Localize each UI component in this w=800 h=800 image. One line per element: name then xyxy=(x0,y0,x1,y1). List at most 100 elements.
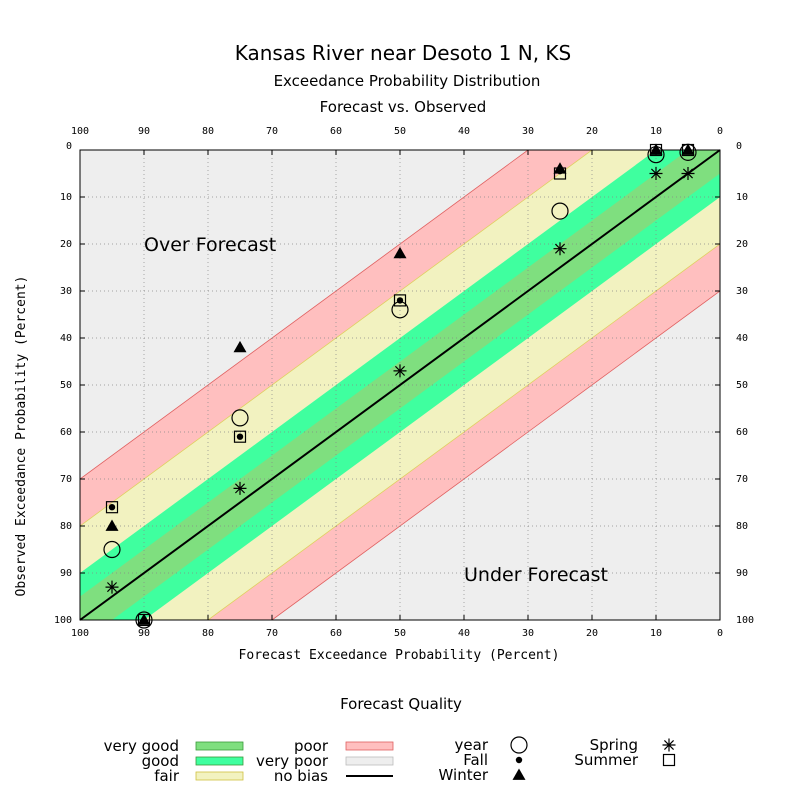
point-spring xyxy=(553,242,567,256)
legend-label-winter: Winter xyxy=(439,766,489,784)
point-spring xyxy=(681,167,695,180)
x-tick-label-top: 60 xyxy=(330,126,342,137)
point-winter xyxy=(681,143,695,155)
y-tick-label-left: 100 xyxy=(54,615,72,626)
x-tick-label-bottom: 0 xyxy=(717,628,723,639)
point-year xyxy=(103,540,121,559)
point-winter xyxy=(105,519,119,531)
under-forecast-label: Under Forecast xyxy=(464,564,608,586)
x-tick-label-bottom: 30 xyxy=(522,628,534,639)
point-summer xyxy=(105,501,119,514)
x-tick-label-top: 10 xyxy=(650,126,662,137)
chart-subtitle-2: Forecast vs. Observed xyxy=(320,98,487,116)
y-tick-label-left: 20 xyxy=(60,239,72,250)
point-fall xyxy=(108,504,116,511)
legend-label-fall: Fall xyxy=(463,751,488,769)
point-spring xyxy=(393,364,407,378)
point-summer xyxy=(393,294,407,307)
legend-swatch-poor xyxy=(345,741,394,751)
x-tick-label-bottom: 40 xyxy=(458,628,470,639)
y-tick-label-left: 0 xyxy=(66,141,72,152)
point-summer xyxy=(233,430,247,443)
legend-swatch-good xyxy=(195,756,244,766)
x-axis-label: Forecast Exceedance Probability (Percent… xyxy=(239,648,560,663)
point-winter xyxy=(649,143,663,155)
legend-label-year: year xyxy=(455,736,489,754)
y-tick-label-right: 60 xyxy=(736,427,748,438)
y-tick-label-left: 70 xyxy=(60,474,72,485)
y-tick-label-right: 0 xyxy=(736,141,742,152)
point-winter xyxy=(233,340,247,353)
y-tick-label-right: 50 xyxy=(736,380,748,391)
x-tick-label-top: 80 xyxy=(202,126,214,137)
legend-label-spring: Spring xyxy=(590,736,638,754)
point-fall xyxy=(396,297,404,304)
over-forecast-label: Over Forecast xyxy=(144,234,276,256)
y-tick-label-right: 90 xyxy=(736,568,748,579)
point-summer xyxy=(681,143,695,157)
x-tick-label-top: 30 xyxy=(522,126,534,137)
x-tick-label-bottom: 100 xyxy=(71,628,89,639)
legend-title: Forecast Quality xyxy=(340,695,462,713)
legend-marker-winter xyxy=(512,768,526,780)
y-tick-label-right: 70 xyxy=(736,474,748,485)
point-year xyxy=(135,611,153,629)
y-tick-label-left: 60 xyxy=(60,427,72,438)
y-tick-label-left: 10 xyxy=(60,192,72,203)
y-tick-label-right: 100 xyxy=(736,615,754,626)
x-tick-label-top: 100 xyxy=(71,126,89,137)
y-tick-label-right: 80 xyxy=(736,521,748,532)
legend-marker-spring xyxy=(662,738,676,752)
legend-swatch-very-good xyxy=(195,741,244,751)
point-summer xyxy=(649,143,663,157)
chart-title: Kansas River near Desoto 1 N, KS xyxy=(235,41,572,65)
axis-ticks: 1001009090808070706060505040403030202010… xyxy=(54,126,754,639)
legend-label-no-bias: no bias xyxy=(274,767,328,785)
point-spring xyxy=(233,481,247,495)
point-spring xyxy=(649,167,663,180)
y-axis-label: Observed Exceedance Probability (Percent… xyxy=(14,276,29,597)
x-tick-label-bottom: 20 xyxy=(586,628,598,639)
x-tick-label-bottom: 10 xyxy=(650,628,662,639)
point-winter xyxy=(393,246,407,259)
point-summer xyxy=(137,613,151,627)
y-tick-label-left: 40 xyxy=(60,333,72,344)
point-year xyxy=(231,409,249,427)
x-tick-label-bottom: 90 xyxy=(138,628,150,639)
x-tick-label-top: 50 xyxy=(394,126,406,137)
x-tick-label-bottom: 70 xyxy=(266,628,278,639)
y-tick-label-right: 30 xyxy=(736,286,748,297)
x-tick-label-top: 0 xyxy=(717,126,723,137)
no-bias-line xyxy=(79,149,721,621)
y-tick-label-left: 50 xyxy=(60,380,72,391)
x-tick-label-bottom: 60 xyxy=(330,628,342,639)
point-spring xyxy=(105,580,119,594)
legend-label-fair: fair xyxy=(154,767,180,785)
legend-label-very-good: very good xyxy=(104,737,179,755)
plot-area: Over Forecast Under Forecast xyxy=(79,143,721,629)
legend-marker-summer xyxy=(662,753,676,767)
legend-label-poor: poor xyxy=(294,737,329,755)
x-tick-label-top: 90 xyxy=(138,126,150,137)
x-tick-label-bottom: 80 xyxy=(202,628,214,639)
legend-marker-year xyxy=(510,736,528,754)
y-tick-label-right: 10 xyxy=(736,192,748,203)
x-tick-label-top: 20 xyxy=(586,126,598,137)
y-tick-label-left: 30 xyxy=(60,286,72,297)
point-summer xyxy=(553,167,567,180)
point-year xyxy=(551,202,569,220)
y-tick-label-right: 20 xyxy=(736,239,748,250)
y-tick-label-left: 90 xyxy=(60,568,72,579)
point-fall xyxy=(236,433,244,440)
legend-label-very-poor: very poor xyxy=(256,752,329,770)
legend-swatch-fair xyxy=(195,771,244,781)
chart-subtitle-1: Exceedance Probability Distribution xyxy=(274,72,541,90)
legend-swatch-very-poor xyxy=(345,756,394,766)
y-tick-label-left: 80 xyxy=(60,521,72,532)
legend-label-summer: Summer xyxy=(574,751,638,769)
x-tick-label-top: 40 xyxy=(458,126,470,137)
x-tick-label-top: 70 xyxy=(266,126,278,137)
legend-marker-fall xyxy=(515,756,523,764)
